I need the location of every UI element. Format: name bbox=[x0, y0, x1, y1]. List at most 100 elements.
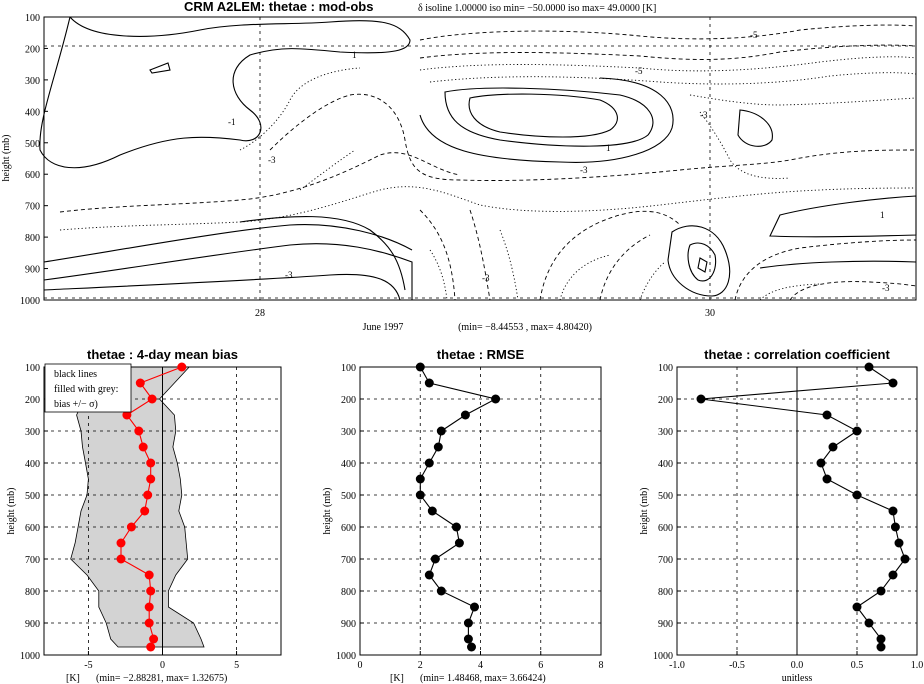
data-point bbox=[822, 474, 832, 484]
top-y-tick: 700 bbox=[25, 202, 40, 213]
top-y-tick: 300 bbox=[25, 76, 40, 87]
bias-legend: black lines filled with grey: bias +/− σ… bbox=[44, 363, 132, 413]
panel-frame bbox=[359, 366, 602, 656]
data-point bbox=[888, 506, 898, 516]
data-point bbox=[424, 458, 434, 468]
contour-label: -3 bbox=[482, 273, 490, 283]
data-point bbox=[177, 362, 187, 372]
x-tick-label: -0.5 bbox=[729, 660, 745, 671]
series-line bbox=[700, 366, 906, 647]
y-tick-label: 400 bbox=[25, 459, 40, 470]
y-tick-label: 900 bbox=[25, 619, 40, 630]
data-point bbox=[144, 618, 154, 628]
x-axis-label: [K] bbox=[66, 673, 80, 684]
contour-label: 1 bbox=[352, 50, 357, 60]
panel-title: thetae : correlation coefficient bbox=[704, 347, 890, 362]
legend-box bbox=[44, 363, 132, 413]
data-point bbox=[427, 506, 437, 516]
panel-rmse: thetae : RMSE 100 200 300 400 500 600 700 800 900… bbox=[322, 347, 604, 684]
top-y-tick: 100 bbox=[25, 13, 40, 24]
y-tick-label: 400 bbox=[658, 459, 673, 470]
data-point bbox=[135, 378, 145, 388]
top-x-tick: 30 bbox=[705, 308, 715, 319]
y-axis-label: height (mb) bbox=[6, 488, 17, 535]
data-point bbox=[415, 474, 425, 484]
data-point bbox=[116, 538, 126, 548]
panel-frame bbox=[43, 366, 282, 656]
y-tick-label: 300 bbox=[658, 427, 673, 438]
top-y-ticks: 100 200 300 400 500 600 700 800 900 1000 bbox=[20, 13, 48, 307]
contour-label: 1 bbox=[880, 210, 885, 220]
y-tick-label: 300 bbox=[25, 427, 40, 438]
data-point bbox=[890, 522, 900, 532]
top-ylabel: height (mb) bbox=[1, 135, 12, 182]
data-point bbox=[146, 586, 156, 596]
data-point bbox=[146, 474, 156, 484]
y-tick-label: 500 bbox=[25, 491, 40, 502]
panel-correlation: thetae : correlation coefficient 100 200 30… bbox=[639, 347, 923, 684]
y-tick-label: 300 bbox=[341, 427, 356, 438]
data-point bbox=[122, 410, 132, 420]
data-point bbox=[888, 378, 898, 388]
data-point bbox=[852, 602, 862, 612]
y-tick-label: 500 bbox=[658, 491, 673, 502]
data-point bbox=[828, 442, 838, 452]
data-point bbox=[140, 506, 150, 516]
data-point bbox=[816, 458, 826, 468]
contour-labels: 1 -1 1 -3 -3 -5 -3 1 -3 -3 -3 -5 bbox=[228, 30, 890, 293]
data-point bbox=[451, 522, 461, 532]
y-tick-label: 600 bbox=[341, 523, 356, 534]
y-tick-label: 900 bbox=[341, 619, 356, 630]
data-point bbox=[864, 618, 874, 628]
legend-line-3: bias +/− σ) bbox=[54, 399, 98, 410]
contour-label: -3 bbox=[882, 283, 890, 293]
top-title: CRM A2LEM: thetae : mod-obs bbox=[184, 0, 373, 14]
data-point bbox=[436, 586, 446, 596]
data-point bbox=[876, 642, 886, 652]
x-tick-label: 2 bbox=[418, 660, 423, 671]
x-axis-range: (min= −2.88281, max= 1.32675) bbox=[96, 673, 227, 684]
data-point bbox=[424, 378, 434, 388]
y-tick-label: 800 bbox=[25, 587, 40, 598]
contour-label: 1 bbox=[606, 143, 611, 153]
data-point bbox=[470, 602, 479, 612]
contour-label: -3 bbox=[580, 165, 588, 175]
y-tick-label: 200 bbox=[658, 395, 673, 406]
contour-frame bbox=[43, 16, 917, 301]
top-x-tick: 28 bbox=[255, 308, 265, 319]
data-point bbox=[436, 426, 446, 436]
data-point bbox=[894, 538, 904, 548]
data-point bbox=[126, 522, 136, 532]
y-tick-label: 100 bbox=[341, 363, 356, 374]
x-tick-label: -1.0 bbox=[669, 660, 685, 671]
contour-label: -3 bbox=[700, 110, 708, 120]
data-point bbox=[134, 426, 144, 436]
data-point bbox=[822, 410, 832, 420]
y-tick-label: 600 bbox=[658, 523, 673, 534]
data-point bbox=[852, 490, 862, 500]
top-y-tick: 200 bbox=[25, 44, 40, 55]
x-tick-label: 0 bbox=[160, 660, 165, 671]
panel-title: thetae : RMSE bbox=[437, 347, 525, 362]
data-point bbox=[454, 538, 464, 548]
data-point bbox=[143, 490, 153, 500]
top-y-tick: 800 bbox=[25, 233, 40, 244]
data-point bbox=[852, 426, 862, 436]
y-tick-label: 800 bbox=[658, 587, 673, 598]
data-point bbox=[696, 394, 706, 404]
top-y-tick: 1000 bbox=[20, 296, 40, 307]
y-tick-label: 100 bbox=[658, 363, 673, 374]
std-band bbox=[70, 366, 205, 648]
contour-label: -3 bbox=[268, 155, 276, 165]
y-tick-label: 800 bbox=[341, 587, 356, 598]
top-y-tick: 400 bbox=[25, 107, 40, 118]
x-axis-range: (min= 1.48468, max= 3.66424) bbox=[420, 673, 546, 684]
y-tick-label: 200 bbox=[341, 395, 356, 406]
x-tick-label: 0 bbox=[358, 660, 363, 671]
contour-label: -1 bbox=[228, 117, 236, 127]
y-tick-label: 900 bbox=[658, 619, 673, 630]
data-point bbox=[433, 442, 443, 452]
panel-title: thetae : 4-day mean bias bbox=[87, 347, 238, 362]
contour-label: -5 bbox=[750, 30, 758, 40]
